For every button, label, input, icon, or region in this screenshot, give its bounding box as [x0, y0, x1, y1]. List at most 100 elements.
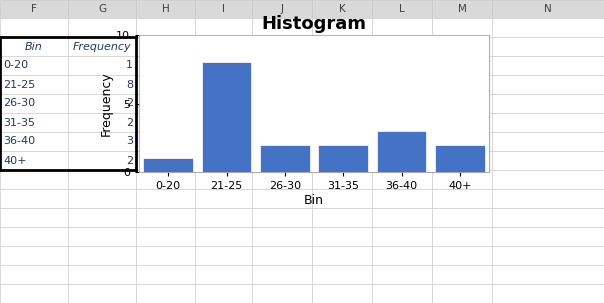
Bar: [372, 113, 432, 132]
Bar: [372, 94, 432, 113]
Bar: [136, 151, 195, 170]
Bar: [195, 113, 252, 132]
Bar: [432, 246, 492, 265]
Bar: [136, 284, 195, 303]
Bar: [492, 132, 604, 151]
Bar: [68, 18, 136, 37]
Bar: [68, 170, 136, 189]
Bar: [0, 151, 68, 170]
Bar: [372, 75, 432, 94]
Text: 21-25: 21-25: [3, 79, 35, 89]
Bar: [492, 189, 604, 208]
Bar: [0, 208, 68, 227]
Bar: [372, 18, 432, 37]
Bar: [432, 227, 492, 246]
Bar: [252, 265, 312, 284]
Text: L: L: [399, 4, 405, 14]
Bar: [136, 227, 195, 246]
Bar: [377, 131, 426, 172]
Bar: [432, 189, 492, 208]
Bar: [372, 265, 432, 284]
Bar: [432, 37, 492, 56]
Bar: [312, 18, 372, 37]
X-axis label: Bin: Bin: [304, 194, 324, 207]
Bar: [260, 145, 310, 172]
Bar: [252, 56, 312, 75]
Bar: [195, 0, 252, 18]
Bar: [372, 284, 432, 303]
Bar: [0, 189, 68, 208]
Bar: [252, 170, 312, 189]
Bar: [195, 75, 252, 94]
Bar: [492, 18, 604, 37]
Bar: [195, 189, 252, 208]
Bar: [252, 18, 312, 37]
Bar: [372, 37, 432, 56]
Text: J: J: [280, 4, 283, 14]
Bar: [312, 0, 372, 18]
Bar: [432, 265, 492, 284]
Bar: [136, 170, 195, 189]
Bar: [68, 246, 136, 265]
Bar: [68, 189, 136, 208]
Bar: [432, 0, 492, 18]
Bar: [312, 75, 372, 94]
Bar: [0, 246, 68, 265]
Bar: [136, 0, 195, 18]
Text: I: I: [222, 4, 225, 14]
Bar: [372, 246, 432, 265]
Bar: [195, 170, 252, 189]
Bar: [195, 227, 252, 246]
Bar: [195, 94, 252, 113]
Text: Frequency: Frequency: [72, 42, 131, 52]
Bar: [202, 62, 251, 172]
Bar: [432, 18, 492, 37]
Bar: [432, 75, 492, 94]
Bar: [195, 208, 252, 227]
Bar: [136, 37, 195, 56]
Text: M: M: [458, 4, 466, 14]
Text: H: H: [162, 4, 169, 14]
Bar: [432, 284, 492, 303]
Bar: [0, 37, 68, 56]
Bar: [0, 227, 68, 246]
Bar: [492, 94, 604, 113]
Bar: [136, 75, 195, 94]
Bar: [0, 75, 68, 94]
Bar: [312, 208, 372, 227]
Text: F: F: [31, 4, 37, 14]
Bar: [372, 151, 432, 170]
Bar: [136, 132, 195, 151]
Text: 31-35: 31-35: [3, 118, 35, 128]
Text: N: N: [544, 4, 552, 14]
Bar: [195, 18, 252, 37]
Text: G: G: [98, 4, 106, 14]
Bar: [68, 265, 136, 284]
Bar: [252, 75, 312, 94]
Bar: [195, 284, 252, 303]
Bar: [136, 113, 195, 132]
Bar: [195, 151, 252, 170]
Bar: [136, 246, 195, 265]
Bar: [68, 56, 136, 75]
Bar: [318, 145, 368, 172]
Bar: [492, 170, 604, 189]
Bar: [139, 35, 489, 172]
Bar: [252, 284, 312, 303]
Bar: [312, 56, 372, 75]
Bar: [252, 227, 312, 246]
Bar: [68, 132, 136, 151]
Text: 8: 8: [126, 79, 133, 89]
Bar: [195, 265, 252, 284]
Bar: [252, 37, 312, 56]
Bar: [68, 208, 136, 227]
Bar: [252, 94, 312, 113]
Text: 1: 1: [126, 61, 133, 71]
Bar: [312, 132, 372, 151]
Bar: [372, 170, 432, 189]
Bar: [312, 113, 372, 132]
Bar: [312, 189, 372, 208]
Bar: [492, 37, 604, 56]
Bar: [252, 189, 312, 208]
Bar: [68, 284, 136, 303]
